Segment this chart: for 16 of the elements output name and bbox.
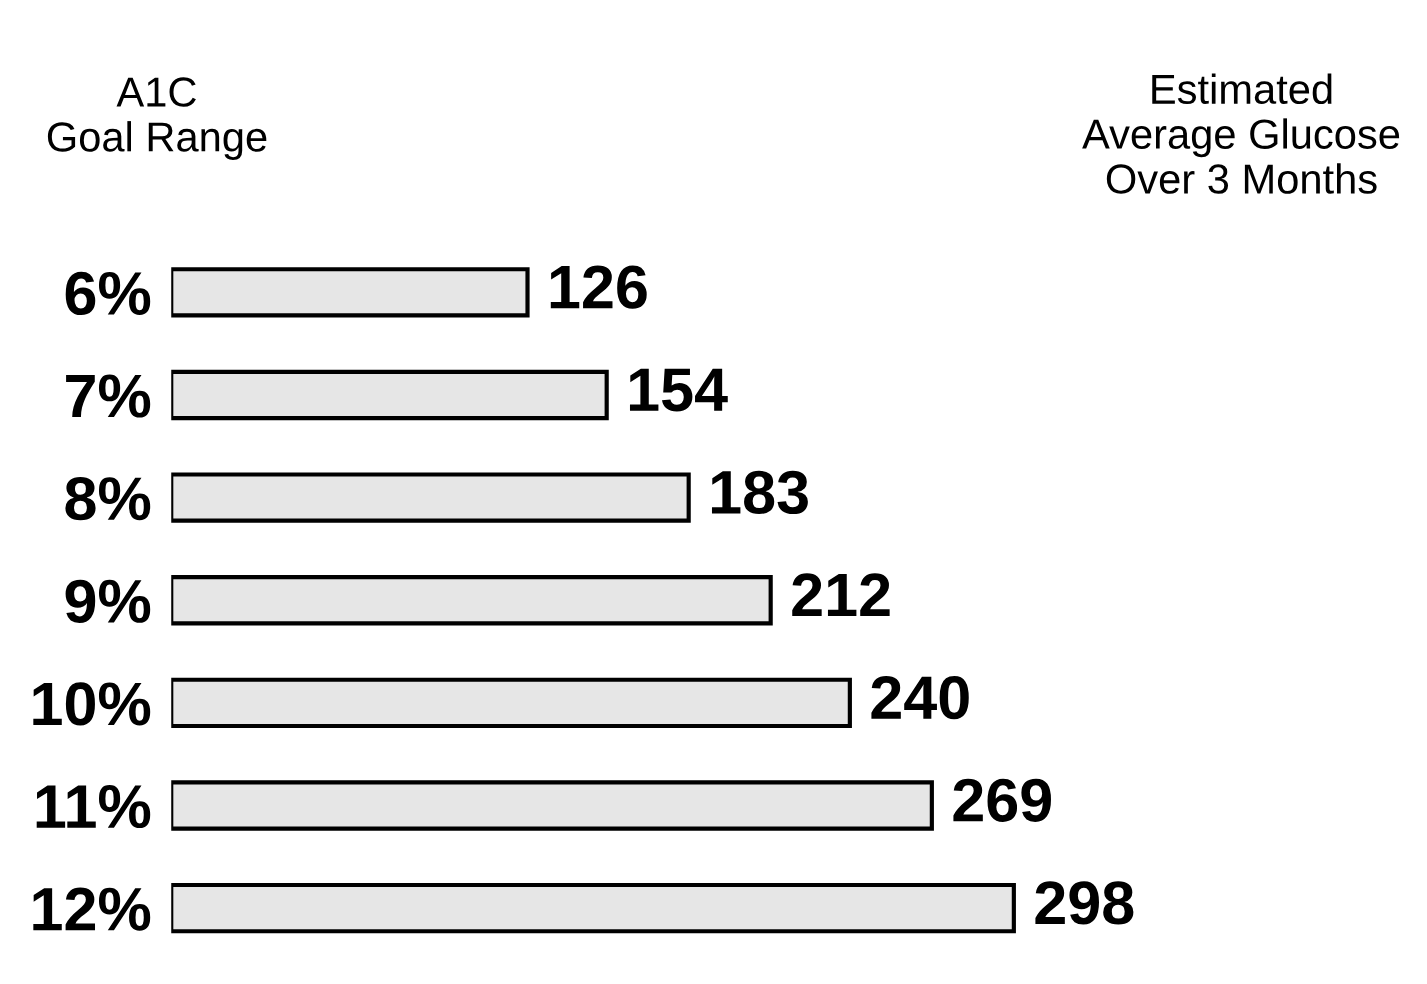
data-label: 183 <box>711 470 808 515</box>
y-tick-label: 8% <box>65 477 151 521</box>
data-label: 269 <box>953 778 1051 822</box>
text: A1C Goal Range <box>47 77 267 160</box>
y-tick-label: 7% <box>66 374 151 418</box>
data-label: 126 <box>550 265 647 309</box>
data-label: 212 <box>792 573 890 617</box>
text: Estimated Average Glucose Over 3 Months <box>1082 73 1400 194</box>
data-label: 154 <box>629 368 728 412</box>
y-tick-label: 11% <box>36 785 151 829</box>
y-tick-label: 9% <box>65 579 151 623</box>
y-tick-label: 12% <box>33 887 151 931</box>
data-label: 298 <box>1035 881 1134 925</box>
y-tick-label: 6% <box>65 271 151 316</box>
data-label: 240 <box>871 676 969 720</box>
y-tick-label: 10% <box>33 682 151 726</box>
